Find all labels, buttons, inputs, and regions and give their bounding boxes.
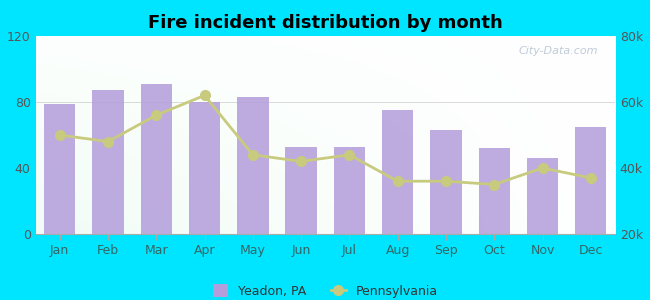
- Text: City-Data.com: City-Data.com: [518, 46, 597, 56]
- Bar: [44, 104, 75, 234]
- Legend: Yeadon, PA, Pennsylvania: Yeadon, PA, Pennsylvania: [207, 279, 443, 300]
- Bar: [140, 84, 172, 234]
- Bar: [333, 147, 365, 234]
- Bar: [478, 148, 510, 234]
- Bar: [382, 110, 413, 234]
- Bar: [237, 97, 268, 234]
- Bar: [527, 158, 558, 234]
- Bar: [189, 102, 220, 234]
- Title: Fire incident distribution by month: Fire incident distribution by month: [148, 14, 502, 32]
- Bar: [285, 147, 317, 234]
- Bar: [92, 91, 124, 234]
- Bar: [575, 127, 606, 234]
- Bar: [430, 130, 461, 234]
